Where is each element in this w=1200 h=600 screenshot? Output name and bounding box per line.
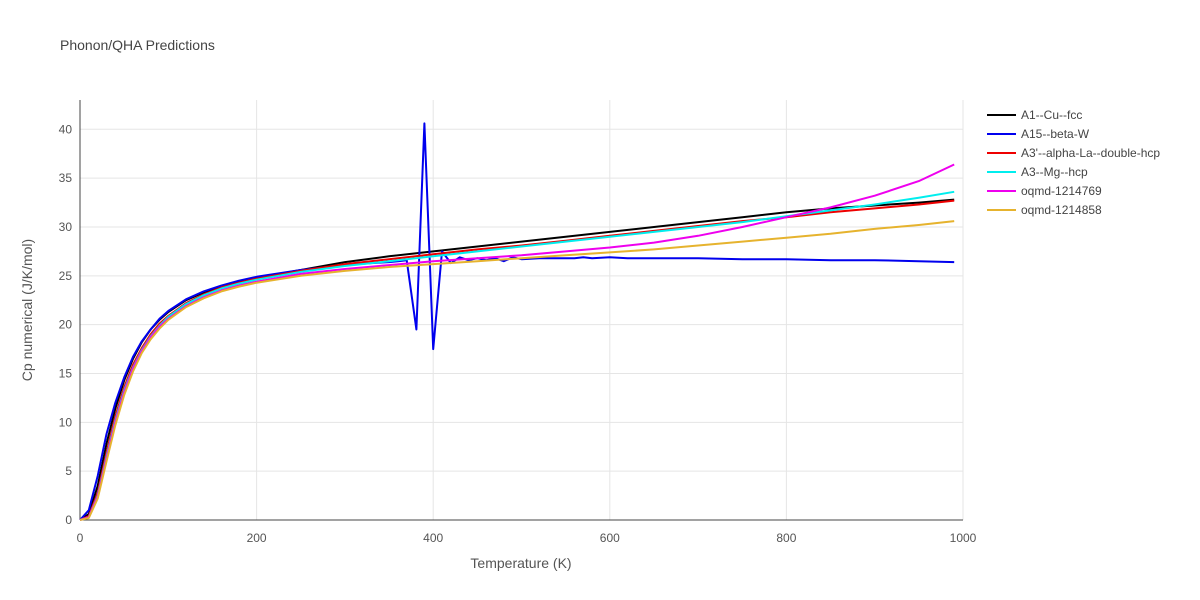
series-line bbox=[79, 122, 955, 521]
legend-label: oqmd-1214858 bbox=[1021, 203, 1102, 217]
legend-label: oqmd-1214769 bbox=[1021, 184, 1102, 198]
x-tick-label: 800 bbox=[776, 531, 796, 545]
y-tick-label: 20 bbox=[59, 318, 73, 332]
x-tick-labels: 0 200 400 600 800 1000 bbox=[77, 531, 977, 545]
series-line bbox=[79, 163, 955, 521]
legend: A1--Cu--fcc A15--beta-W A3'--alpha-La--dou… bbox=[987, 108, 1160, 217]
legend-label: A3--Mg--hcp bbox=[1021, 165, 1088, 179]
legend-item[interactable]: A3'--alpha-La--double-hcp bbox=[987, 146, 1160, 160]
y-tick-labels: 0 5 10 15 20 25 30 35 40 bbox=[59, 122, 73, 527]
y-axis-title: Cp numerical (J/K/mol) bbox=[19, 239, 35, 381]
x-tick-label: 400 bbox=[423, 531, 443, 545]
y-tick-label: 40 bbox=[59, 122, 73, 136]
x-axis-title: Temperature (K) bbox=[470, 555, 571, 571]
legend-item[interactable]: A15--beta-W bbox=[987, 127, 1090, 141]
legend-label: A3'--alpha-La--double-hcp bbox=[1021, 146, 1160, 160]
chart-title: Phonon/QHA Predictions bbox=[60, 37, 215, 53]
y-tick-label: 35 bbox=[59, 171, 73, 185]
x-tick-label: 0 bbox=[77, 531, 84, 545]
legend-item[interactable]: oqmd-1214858 bbox=[987, 203, 1102, 217]
grid-lines bbox=[80, 100, 964, 520]
y-tick-label: 15 bbox=[59, 366, 73, 380]
legend-label: A15--beta-W bbox=[1021, 127, 1090, 141]
series-line bbox=[79, 220, 955, 521]
x-tick-label: 200 bbox=[247, 531, 267, 545]
legend-label: A1--Cu--fcc bbox=[1021, 108, 1082, 122]
legend-item[interactable]: A3--Mg--hcp bbox=[987, 165, 1088, 179]
series-line bbox=[79, 199, 955, 521]
legend-item[interactable]: A1--Cu--fcc bbox=[987, 108, 1082, 122]
axes bbox=[79, 100, 963, 521]
y-tick-label: 5 bbox=[65, 464, 72, 478]
y-tick-label: 25 bbox=[59, 269, 73, 283]
legend-item[interactable]: oqmd-1214769 bbox=[987, 184, 1102, 198]
y-tick-label: 0 bbox=[65, 513, 72, 527]
y-tick-label: 10 bbox=[59, 415, 73, 429]
x-tick-label: 600 bbox=[600, 531, 620, 545]
plot-series bbox=[79, 122, 955, 521]
x-tick-label: 1000 bbox=[950, 531, 977, 545]
y-tick-label: 30 bbox=[59, 220, 73, 234]
